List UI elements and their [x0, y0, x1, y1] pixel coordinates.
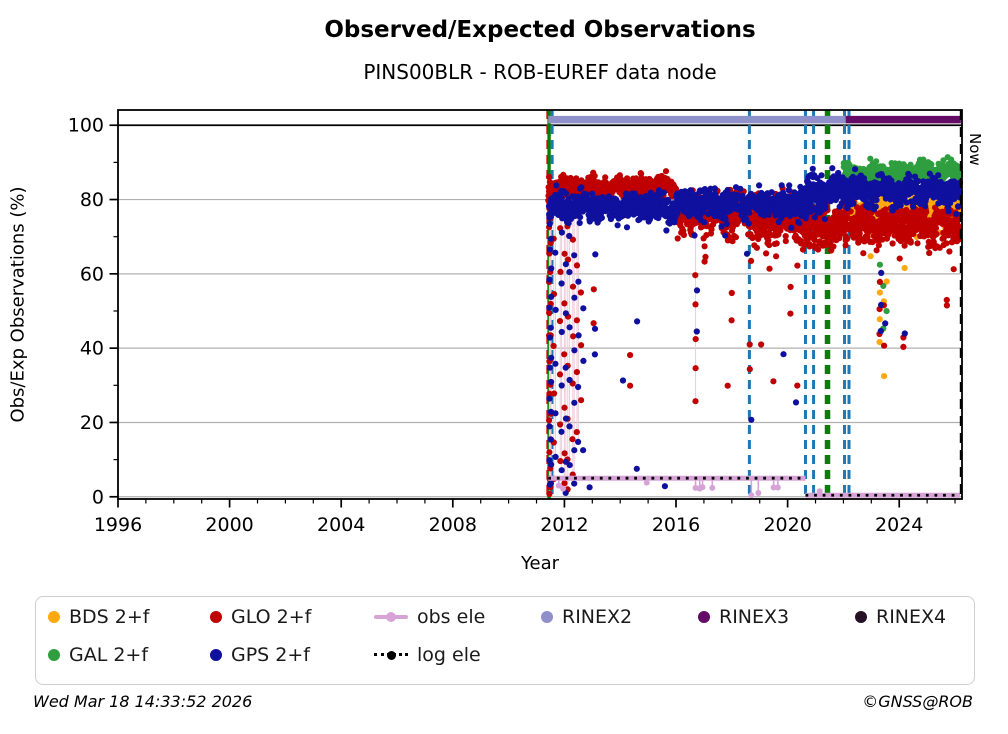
copyright-text: ©GNSS@ROB [862, 692, 973, 711]
legend-item-rinex3: RINEX3 [698, 604, 789, 630]
legend-item-bds-2+f: BDS 2+f [48, 604, 149, 630]
legend-item-gal-2+f: GAL 2+f [48, 642, 148, 668]
now-annotation: Now [966, 133, 984, 166]
legend-label: RINEX3 [719, 606, 790, 628]
legend-marker-dot [210, 649, 222, 661]
obs-ele-drop [560, 485, 567, 492]
legend-marker-dot [855, 611, 867, 623]
legend-label: obs ele [417, 606, 486, 628]
legend-label: GLO 2+f [231, 606, 312, 628]
scatter-gps-2+f [545, 165, 964, 496]
obs-ele-drop [774, 484, 781, 491]
obs-ele-drop [816, 488, 823, 495]
timestamp-text: Wed Mar 18 14:33:52 2026 [33, 692, 253, 711]
legend-marker-dot [698, 611, 710, 623]
y-axis-label: Obs/Exp Observations (%) [7, 186, 29, 423]
legend-item-gps-2+f: GPS 2+f [210, 642, 310, 668]
tick-label: 2000 [205, 514, 253, 536]
obs-ele-drop [699, 484, 706, 491]
chart-subtitle: PINS00BLR - ROB-EUREF data node [363, 60, 717, 84]
legend-label: BDS 2+f [69, 606, 150, 628]
obs-ele-drop [755, 490, 762, 497]
legend-marker-dot [541, 611, 553, 623]
obs-ele-drop [770, 484, 777, 491]
legend-label: GAL 2+f [69, 644, 149, 666]
legend-item-obs-ele: obs ele [374, 604, 485, 630]
tick-label: 60 [80, 263, 104, 285]
legend-label: RINEX4 [876, 606, 947, 628]
legend-item-rinex4: RINEX4 [855, 604, 946, 630]
legend-marker-dotted-line [374, 649, 408, 661]
tick-label: 100 [68, 115, 104, 137]
tick-label: 2024 [875, 514, 923, 536]
tick-label: 2004 [317, 514, 365, 536]
tick-label: 2016 [652, 514, 700, 536]
legend-marker-dot [48, 611, 60, 623]
legend-marker-dot [48, 649, 60, 661]
obs-ele-drop [748, 492, 755, 499]
tick-label: 80 [80, 189, 104, 211]
legend-box: BDS 2+f GAL 2+f GLO 2+f GPS 2+f obs ele log e… [35, 596, 975, 685]
legend-item-glo-2+f: GLO 2+f [210, 604, 311, 630]
tick-label: 40 [80, 338, 104, 360]
obs-ele-drop [709, 484, 716, 491]
obs-ele-drop [643, 479, 650, 486]
legend-label: RINEX2 [562, 606, 633, 628]
legend-marker-dot [210, 611, 222, 623]
tick-label: 20 [80, 412, 104, 434]
chart-title: Observed/Expected Observations [324, 17, 756, 43]
legend-label: GPS 2+f [231, 644, 310, 666]
legend-marker-line [374, 611, 408, 623]
tick-label: 2020 [763, 514, 811, 536]
tick-label: 2008 [429, 514, 477, 536]
legend-item-log-ele: log ele [374, 642, 481, 668]
legend-label: log ele [417, 644, 481, 666]
tick-label: 0 [92, 486, 104, 508]
obs-ele-drop [555, 482, 562, 489]
tick-label: 2012 [540, 514, 588, 536]
tick-label: 1996 [94, 514, 142, 536]
plot-border [117, 109, 963, 500]
legend-item-rinex2: RINEX2 [541, 604, 632, 630]
x-axis-label: Year [520, 553, 560, 574]
